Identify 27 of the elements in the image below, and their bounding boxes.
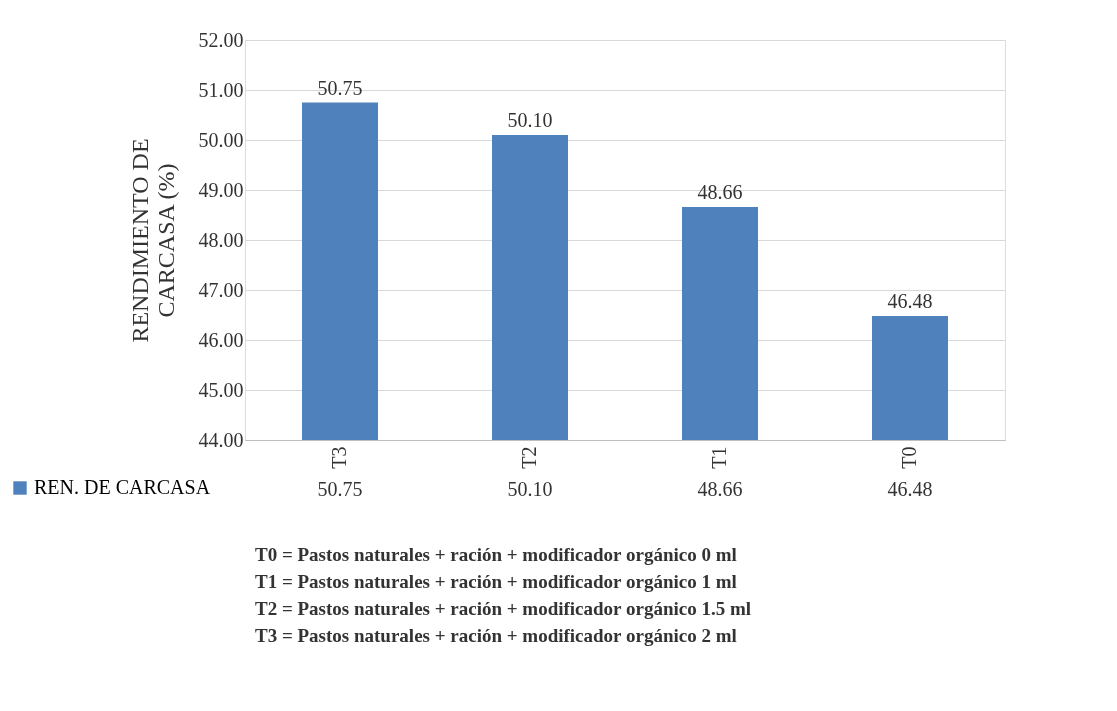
text: T2 = Pastos naturales + ración + modificador orgánico 1.5 ml: [255, 598, 752, 619]
data-label: 50.75: [317, 478, 363, 500]
y-tick-label: 45.00: [198, 378, 244, 401]
text: 48.66: [697, 181, 743, 203]
text: T0 = Pastos naturales + ración + modificador orgánico 0 ml: [255, 544, 737, 565]
x-tick-label: T1: [708, 446, 730, 469]
data-label: 48.66: [697, 478, 743, 500]
y-tick-label: 47.00: [198, 278, 244, 301]
text: 46.48: [887, 290, 933, 312]
text: T3 = Pastos naturales + ración + modificador orgánico 2 ml: [255, 625, 737, 646]
x-tick-label: T2: [518, 446, 540, 469]
y-tick-label: 48.00: [198, 228, 244, 251]
y-axis-title: RENDIMIENTO DE CARCASA (%): [126, 138, 179, 343]
x-tick-label: T3: [328, 446, 350, 469]
text: 50.10: [507, 109, 553, 131]
x-tick-label: T0: [898, 446, 920, 469]
y-tick-label: 51.00: [198, 78, 244, 101]
text: T1 = Pastos naturales + ración + modificador orgánico 1 ml: [255, 571, 737, 592]
y-tick-label: 50.00: [198, 128, 244, 151]
y-tick-label: 44.00: [198, 428, 244, 451]
text: 50.75: [317, 76, 363, 99]
legend-label: REN. DE CARCASA: [34, 476, 211, 498]
data-label: 46.48: [887, 478, 933, 500]
y-tick-label: 46.00: [198, 328, 244, 351]
y-tick-label: 52.00: [198, 28, 244, 51]
y-tick-label: 49.00: [198, 178, 244, 201]
data-label: 50.10: [507, 478, 553, 500]
